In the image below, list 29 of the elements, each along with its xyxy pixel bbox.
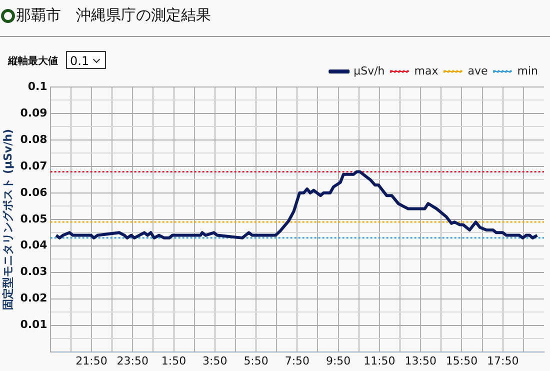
x-tick-label: 3:50 — [202, 354, 228, 368]
y-tick-label: 0.06 — [20, 186, 48, 199]
dropdown: 0.1 — [66, 51, 106, 69]
y-tick-label: 0.04 — [20, 238, 48, 252]
x-tick-label: 13:50 — [404, 354, 436, 368]
y-tick-label: 0.07 — [20, 159, 48, 172]
legend-label: min — [517, 64, 538, 78]
y-tick-label: 0.05 — [20, 212, 48, 226]
legend-label: ave — [468, 64, 488, 78]
x-tick-label: 15:50 — [446, 354, 478, 368]
y-tick-label: 0.09 — [20, 106, 48, 120]
legend-label: μSv/h — [354, 64, 385, 78]
x-tick-label: 23:50 — [116, 354, 148, 368]
x-tick-label: 11:50 — [364, 354, 396, 368]
legend-label: max — [414, 64, 439, 78]
y-tick-label: 0.03 — [20, 265, 48, 278]
x-tick-label: 5:50 — [244, 354, 268, 368]
x-tick-label: 7:50 — [284, 354, 310, 368]
y-tick-label: 0.02 — [20, 292, 48, 305]
y-tick-label: 0.01 — [20, 318, 48, 332]
x-tick-label: 17:50 — [487, 354, 519, 368]
y-axis-title: 固定型モニタリングポスト (μSv/h) — [1, 128, 14, 310]
y-tick-label: 0.08 — [20, 132, 48, 146]
chart-title: 那覇市 沖縄県庁の測定結果 — [16, 6, 211, 25]
x-tick-label: 21:50 — [76, 354, 108, 368]
text: 縦軸最大値 — [8, 54, 58, 68]
x-tick-label: 9:50 — [326, 354, 351, 368]
x-tick-label: 1:50 — [161, 354, 186, 368]
y-tick-label: 0.1 — [28, 80, 48, 93]
